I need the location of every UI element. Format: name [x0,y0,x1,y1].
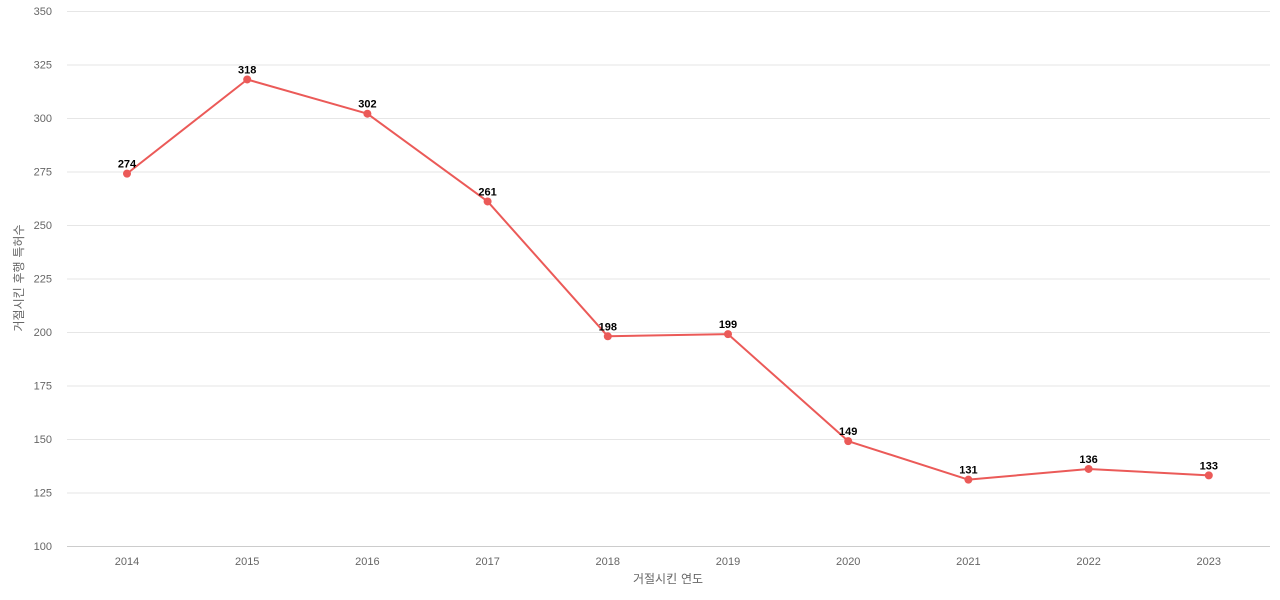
data-label: 318 [238,64,256,76]
y-tick-label: 350 [34,6,52,18]
x-tick-label: 2015 [235,556,259,568]
y-tick-label: 325 [34,60,52,72]
data-label: 149 [839,426,857,438]
grid-layer [67,11,1270,494]
data-label: 302 [358,99,376,111]
y-tick-label: 100 [34,541,52,553]
y-tick-label: 275 [34,167,52,179]
data-label: 133 [1200,460,1218,472]
x-axis-title: 거절시킨 연도 [633,572,703,586]
y-tick-label: 250 [34,220,52,232]
x-tick-label: 2019 [716,556,740,568]
x-tick-label: 2017 [475,556,499,568]
series-line [126,78,1209,481]
data-point[interactable] [1084,464,1093,473]
data-point[interactable] [123,169,131,178]
y-tick-label: 300 [34,113,52,125]
data-label: 198 [599,321,617,333]
y-tick-labels: 100 125 150 175 200 225 250 275 300 325 350 [34,6,52,553]
data-point[interactable] [1204,471,1213,480]
data-label: 136 [1079,454,1097,466]
x-tick-label: 2023 [1197,556,1221,568]
x-tick-label: 2021 [956,556,980,568]
x-tick-label: 2020 [836,556,860,568]
data-point[interactable] [243,75,252,84]
x-tick-label: 2014 [115,556,139,568]
y-axis-title: 거절시킨 후행 특허수 [11,225,26,332]
data-label: 199 [719,319,737,331]
data-label: 131 [959,465,977,477]
y-tick-label: 150 [34,434,52,446]
series-layer [123,75,1213,484]
data-point[interactable] [483,197,492,206]
x-tick-label: 2016 [355,556,379,568]
data-point[interactable] [603,332,612,341]
y-tick-label: 225 [34,274,52,286]
y-tick-label: 125 [34,488,52,500]
data-label: 261 [478,186,496,198]
y-tick-label: 175 [34,381,52,393]
data-point[interactable] [363,109,372,118]
data-label: 274 [118,159,137,171]
y-tick-label: 200 [34,327,52,339]
x-tick-label: 2018 [596,556,620,568]
data-point[interactable] [724,330,732,339]
x-tick-labels: 2014 2015 2016 2017 2018 2019 2020 2021 2022 2023 [115,556,1221,568]
data-point[interactable] [844,437,853,446]
data-point[interactable] [964,475,973,484]
data-labels: 274 318 302 261 198 199 149 131 136 133 [118,64,1218,476]
x-tick-label: 2022 [1076,556,1100,568]
